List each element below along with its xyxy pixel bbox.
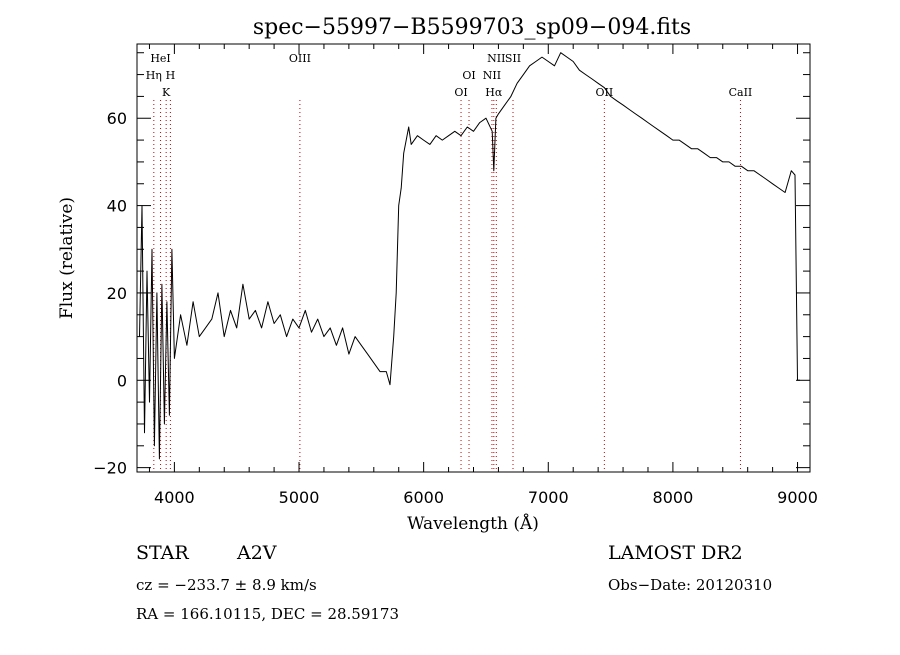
spectral-line-label: OIII (289, 52, 311, 65)
y-tick-label: 20 (107, 284, 127, 303)
spectral-line-label: OI (454, 86, 467, 99)
spectral-line-label: HeI (150, 52, 170, 65)
x-axis-ticks: 4000 5000 6000 7000 8000 9000 (148, 44, 818, 507)
spectrum-series (139, 52, 800, 460)
spectral-subclass: A2V (236, 542, 277, 564)
x-tick-label: 5000 (279, 488, 320, 507)
x-tick-label: 7000 (528, 488, 569, 507)
spectral-line-label: NII (487, 52, 505, 65)
spectral-line-label: K (162, 86, 171, 99)
y-tick-label: 40 (107, 197, 127, 216)
spectral-line-label: CaII (729, 86, 753, 99)
x-tick-label: 8000 (653, 488, 694, 507)
y-tick-label: 0 (117, 371, 127, 390)
spectral-line-label: OII (596, 86, 614, 99)
survey-name: LAMOST DR2 (608, 542, 743, 564)
spectral-line-label: NII (483, 69, 501, 82)
plot-frame (136, 43, 811, 473)
spectral-line-label: Hα (485, 86, 503, 99)
spectrum-line (139, 52, 800, 460)
redshift-velocity: cz = −233.7 ± 8.9 km/s (136, 576, 317, 594)
sky-coordinates: RA = 166.10115, DEC = 28.59173 (136, 605, 399, 623)
spectral-line-label: H (166, 69, 176, 82)
observation-date: Obs−Date: 20120310 (608, 576, 772, 594)
x-tick-label: 4000 (154, 488, 195, 507)
x-tick-label: 6000 (403, 488, 444, 507)
spectral-line-label: SII (505, 52, 521, 65)
y-axis-label: Flux (relative) (57, 197, 77, 319)
spectral-line-label: Hη (146, 69, 162, 82)
y-tick-label: −20 (93, 459, 127, 478)
object-class: STAR (136, 542, 189, 564)
spectral-line-label: OI (462, 69, 475, 82)
x-tick-label: 9000 (777, 488, 818, 507)
x-axis-label: Wavelength (Å) (407, 513, 539, 534)
y-tick-label: 60 (107, 109, 127, 128)
chart-title: spec−55997−B5599703_sp09−094.fits (253, 15, 691, 40)
y-axis-ticks: −20 0 20 40 60 (93, 52, 810, 478)
